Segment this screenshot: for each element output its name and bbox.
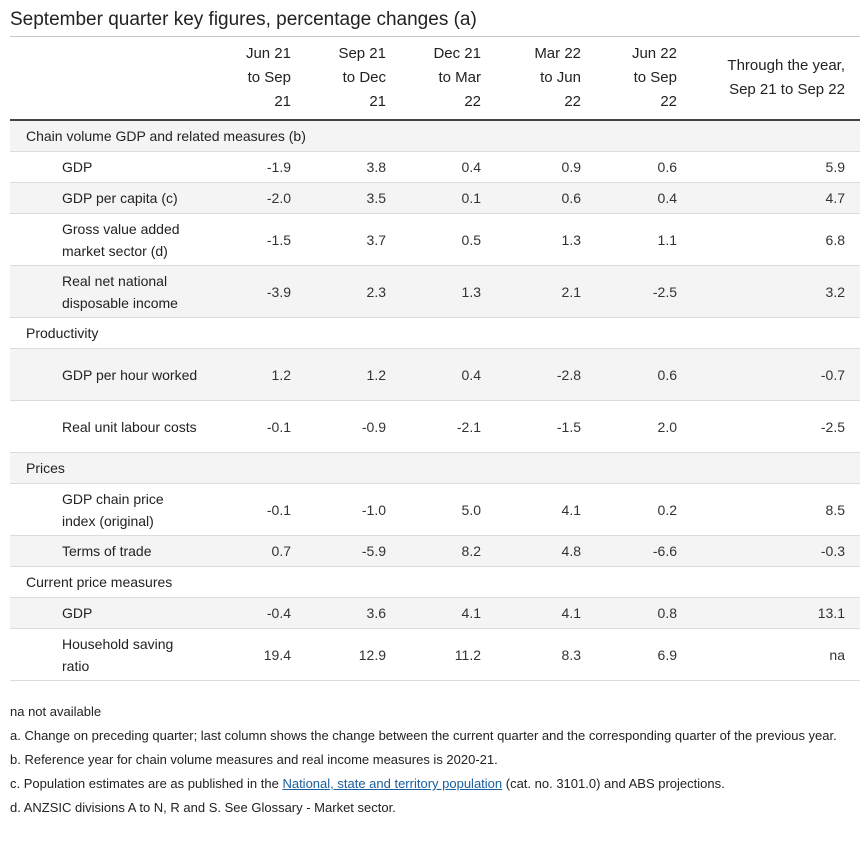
footnote-c: c. Population estimates are as published…: [10, 776, 725, 791]
footnote-b: b. Reference year for chain volume measu…: [10, 752, 498, 767]
key-figures-table: Jun 21 to Sep 21 Sep 21 to Dec 21 Dec 21…: [10, 36, 860, 681]
table-row: Household saving ratio 19.4 12.9 11.2 8.…: [10, 628, 860, 681]
column-header: Jun 21 to Sep 21: [200, 36, 299, 121]
column-header: Dec 21 to Mar 22: [394, 36, 489, 121]
column-header-through-year: Through the year, Sep 21 to Sep 22: [685, 36, 860, 121]
table-row: GDP per hour worked 1.2 1.2 0.4 -2.8 0.6…: [10, 348, 860, 401]
footnote-na: na not available: [10, 704, 102, 719]
section-row: Productivity: [10, 317, 860, 349]
table-row: GDP -1.9 3.8 0.4 0.9 0.6 5.9: [10, 151, 860, 183]
row-label-header: [10, 36, 200, 121]
table-row: Real unit labour costs -0.1 -0.9 -2.1 -1…: [10, 400, 860, 453]
column-header: Sep 21 to Dec 21: [299, 36, 394, 121]
footnote-d: d. ANZSIC divisions A to N, R and S. See…: [10, 800, 396, 815]
column-header: Mar 22 to Jun 22: [489, 36, 589, 121]
table-row: GDP -0.4 3.6 4.1 4.1 0.8 13.1: [10, 597, 860, 629]
footnotes: na not available a. Change on preceding …: [10, 700, 860, 820]
section-row: Chain volume GDP and related measures (b…: [10, 120, 860, 152]
table-row: GDP per capita (c) -2.0 3.5 0.1 0.6 0.4 …: [10, 182, 860, 214]
footnote-a: a. Change on preceding quarter; last col…: [10, 728, 837, 743]
table-row: Terms of trade 0.7 -5.9 8.2 4.8 -6.6 -0.…: [10, 535, 860, 567]
section-row: Current price measures: [10, 566, 860, 598]
column-header: Jun 22 to Sep 22: [589, 36, 685, 121]
table-row: Gross value added market sector (d) -1.5…: [10, 213, 860, 266]
table-row: Real net national disposable income -3.9…: [10, 265, 860, 318]
section-row: Prices: [10, 452, 860, 484]
population-link[interactable]: National, state and territory population: [282, 776, 503, 791]
header-row: Jun 21 to Sep 21 Sep 21 to Dec 21 Dec 21…: [10, 36, 860, 121]
table-row: GDP chain price index (original) -0.1 -1…: [10, 483, 860, 536]
table-title: September quarter key figures, percentag…: [10, 9, 477, 30]
